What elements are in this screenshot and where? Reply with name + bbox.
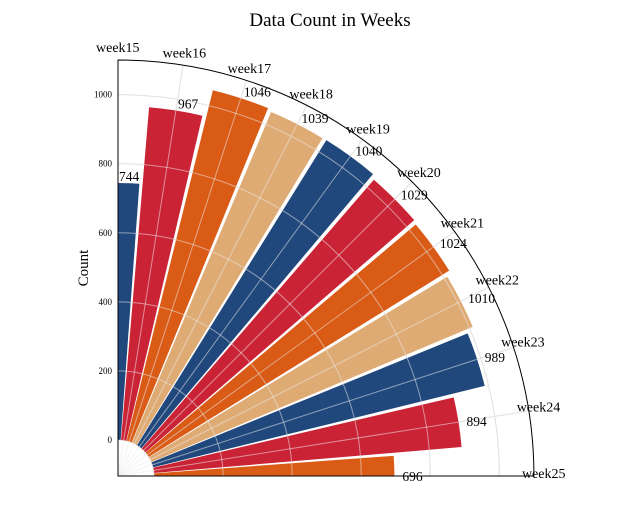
bar-week25 (118, 455, 395, 476)
grid-spoke-week23 (118, 346, 514, 476)
value-label: 989 (485, 350, 506, 365)
value-label: 696 (402, 469, 423, 484)
category-label: week17 (228, 62, 272, 77)
category-label: week21 (441, 217, 485, 232)
bar-week23 (118, 333, 485, 476)
value-label: 1039 (301, 111, 328, 126)
grid-spoke-week16 (118, 65, 184, 476)
category-label: week24 (517, 400, 561, 415)
radial-tick-label: 600 (99, 228, 113, 238)
y-axis-label: Count (76, 249, 92, 287)
labels: 0 200 400 600 800 1000 week15 week16 week17 week1… (94, 41, 565, 484)
category-label: week20 (397, 166, 441, 181)
category-label: week23 (501, 335, 545, 350)
value-label: 1040 (355, 144, 382, 159)
radial-tick-label: 1000 (94, 90, 113, 100)
bar-week21 (118, 224, 450, 476)
value-label: 1010 (468, 291, 495, 306)
radial-tick-label: 400 (99, 297, 113, 307)
grid-overlay (118, 60, 534, 476)
radial-tick-label: 200 (99, 366, 113, 376)
value-label: 1029 (401, 187, 428, 202)
grid-spoke-week18 (118, 105, 308, 476)
category-label: week18 (289, 87, 333, 102)
value-label: 1024 (440, 236, 467, 251)
category-label: week16 (163, 46, 207, 61)
radial-tick-label: 0 (108, 435, 113, 445)
value-label: 967 (178, 97, 199, 112)
grid-spoke-week19 (118, 139, 363, 476)
value-label: 744 (119, 169, 140, 184)
value-label: 894 (466, 414, 487, 429)
category-label: week22 (476, 274, 520, 289)
category-label: week25 (522, 467, 566, 482)
bar-week22 (118, 276, 473, 476)
category-label: week15 (96, 41, 140, 56)
grid-spoke-week20 (118, 181, 413, 476)
bar-week15 (118, 183, 140, 476)
chart-title: Data Count in Weeks (249, 10, 410, 31)
radial-tick-label: 800 (99, 159, 113, 169)
grid-spoke-week21 (118, 231, 455, 476)
grid-spoke-week22 (118, 286, 489, 476)
axis-outline (117, 59, 535, 477)
bar-week16 (118, 107, 203, 476)
bar-week18 (118, 112, 323, 476)
value-label: 1046 (244, 84, 271, 99)
grid-spoke-week17 (118, 80, 248, 476)
grid-spoke-week24 (118, 410, 529, 476)
axis-frame (117, 59, 535, 477)
bar-week24 (118, 397, 462, 476)
bar-week17 (118, 90, 269, 476)
category-label: week19 (346, 122, 390, 137)
bars (118, 60, 534, 476)
